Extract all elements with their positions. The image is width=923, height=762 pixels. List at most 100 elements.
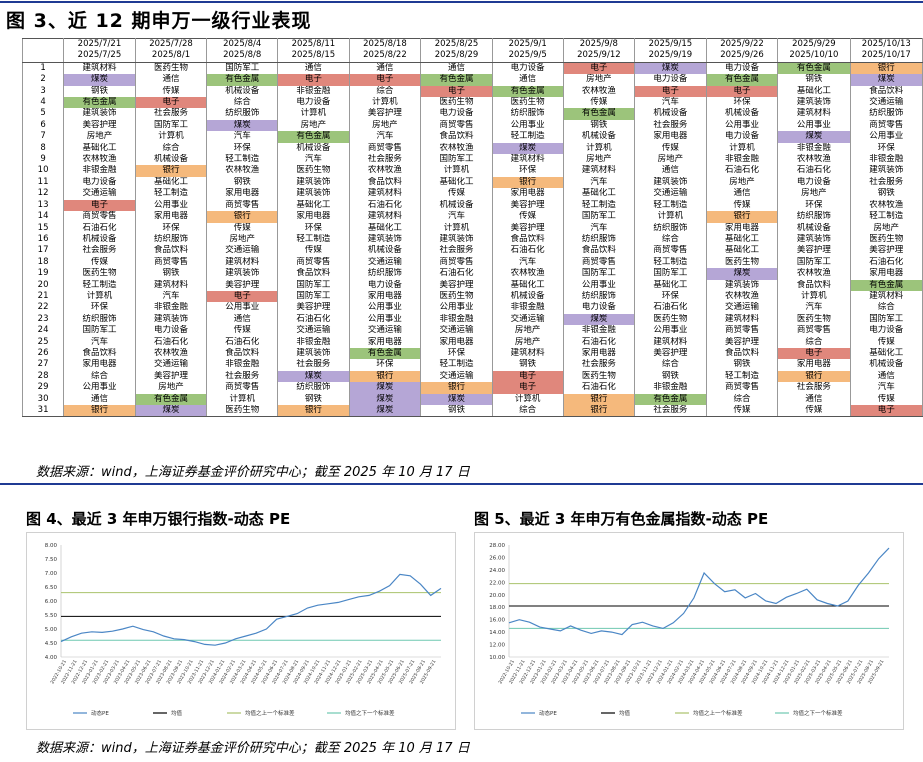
industry-cell: 综合	[849, 302, 923, 314]
column-start-date: 2025/8/18	[348, 38, 422, 51]
industry-cell: 公用事业	[63, 382, 136, 394]
industry-cell: 交通运输	[705, 302, 779, 314]
rank-number: 14	[21, 211, 65, 223]
industry-cell: 煤炭	[348, 393, 422, 405]
industry-cell: 商贸零售	[849, 119, 923, 132]
industry-cell: 石油石化	[562, 382, 636, 394]
industry-cell: 煤炭	[705, 268, 779, 280]
industry-cell: 轻工制造	[849, 211, 923, 223]
rank-number: 28	[21, 370, 65, 383]
industry-cell: 商贸零售	[63, 211, 136, 223]
industry-cell: 房地产	[206, 233, 279, 246]
industry-cell: 商贸零售	[277, 256, 350, 269]
rank-number: 23	[21, 313, 65, 326]
industry-cell: 计算机	[562, 142, 636, 155]
table-row: 19 医药生物 钢铁 建筑装饰 食品饮料 纺织服饰 石油石化 农林牧渔 国防军工 国防军工 煤炭 农林…	[21, 268, 923, 280]
industry-cell: 石油石化	[134, 336, 208, 348]
header-rank-blank	[21, 38, 65, 51]
industry-cell: 美容护理	[491, 199, 564, 212]
industry-cell: 轻工制造	[206, 154, 279, 166]
y-tick-label: 5.50	[45, 613, 58, 619]
industry-cell: 综合	[777, 336, 851, 348]
industry-cell: 建筑装饰	[777, 233, 851, 246]
industry-cell: 计算机	[348, 97, 422, 109]
column-end-date: 2025/8/22	[348, 50, 422, 63]
table-row: 30 通信 有色金属 计算机 钢铁 煤炭 煤炭 计算机 银行 有色金属 综合 通信 传媒	[21, 393, 923, 405]
table-row: 12 交通运输 轻工制造 家用电器 建筑装饰 建筑材料 传媒 家用电器 基础化工 交通运输 通信 房地…	[21, 188, 923, 200]
industry-cell: 医药生物	[634, 313, 707, 326]
industry-cell: 计算机	[206, 393, 279, 405]
industry-cell: 传媒	[277, 245, 350, 257]
industry-cell: 美容护理	[705, 336, 779, 348]
industry-cell: 基础化工	[277, 199, 350, 212]
industry-cell: 银行	[562, 405, 636, 418]
industry-cell: 医药生物	[277, 165, 350, 177]
industry-cell: 纺织服饰	[562, 233, 636, 246]
rank-number: 29	[21, 382, 65, 394]
industry-cell: 机械设备	[849, 359, 923, 371]
industry-cell: 通信	[777, 393, 851, 405]
industry-cell: 商贸零售	[206, 199, 279, 212]
industry-cell: 通信	[206, 313, 279, 326]
industry-cell: 食品饮料	[420, 131, 493, 143]
industry-cell: 公用事业	[849, 131, 923, 143]
industry-cell: 纺织服饰	[348, 268, 422, 280]
table-row: 2 煤炭 通信 有色金属 电子 电子 有色金属 通信 房地产 电力设备 有色金属 钢铁 煤炭	[21, 74, 923, 86]
industry-cell: 纺织服饰	[63, 313, 136, 326]
y-tick-label: 5.00	[45, 627, 58, 633]
industry-cell: 钢铁	[562, 119, 636, 132]
rank-number: 7	[21, 131, 65, 143]
industry-cell: 商贸零售	[705, 325, 779, 337]
industry-cell: 交通运输	[348, 256, 422, 269]
industry-cell: 房地产	[777, 188, 851, 200]
legend-label: 均值之上一个标准差	[693, 709, 743, 717]
industry-cell: 商贸零售	[134, 256, 208, 269]
industry-cell: 社会服务	[634, 405, 707, 418]
industry-cell: 有色金属	[562, 108, 636, 120]
industry-cell: 食品饮料	[777, 279, 851, 291]
industry-cell: 房地产	[705, 176, 779, 189]
industry-cell: 汽车	[277, 154, 350, 166]
industry-cell: 有色金属	[777, 62, 851, 75]
table-row: 25 汽车 石油石化 石油石化 非银金融 家用电器 家用电器 房地产 石油石化 建筑材料 美容护理综…	[21, 336, 923, 348]
column-start-date: 2025/9/1	[491, 38, 564, 51]
figure4-chart: 8.00 7.50 7.00 6.50 6.00 5.50 5.00 4.50 4.00 2022…	[26, 532, 456, 730]
industry-cell: 有色金属	[63, 97, 136, 109]
industry-cell: 银行	[420, 382, 493, 394]
industry-cell: 国防军工	[634, 268, 707, 280]
industry-cell: 汽车	[634, 97, 707, 109]
industry-cell: 有色金属	[277, 131, 350, 143]
industry-cell: 轻工制造	[562, 199, 636, 212]
industry-cell: 综合	[63, 370, 136, 383]
y-tick-label: 4.00	[45, 655, 58, 661]
industry-cell: 社会服务	[348, 154, 422, 166]
rank-number: 4	[21, 97, 65, 109]
industry-cell: 综合	[206, 97, 279, 109]
industry-cell: 机械设备	[348, 245, 422, 257]
industry-cell: 煤炭	[277, 370, 350, 383]
column-end-date: 2025/9/19	[634, 50, 707, 63]
industry-cell: 纺织服饰	[206, 108, 279, 120]
industry-cell: 农林牧渔	[849, 199, 923, 212]
industry-cell: 家用电器	[562, 347, 636, 360]
industry-cell: 石油石化	[562, 336, 636, 348]
industry-cell: 传媒	[63, 256, 136, 269]
column-start-date: 2025/9/22	[705, 38, 779, 51]
rank-number: 2	[21, 74, 65, 86]
industry-cell: 钢铁	[277, 393, 350, 405]
industry-cell: 钢铁	[705, 359, 779, 371]
industry-cell: 商贸零售	[705, 382, 779, 394]
table-row: 14 商贸零售 家用电器 银行 家用电器 建筑材料 汽车 传媒 国防军工 计算机 银行 纺织服饰 轻工制…	[21, 211, 923, 223]
industry-cell: 美容护理	[777, 245, 851, 257]
industry-cell: 钢铁	[634, 370, 707, 383]
rank-number: 20	[21, 279, 65, 291]
industry-cell: 建筑材料	[705, 313, 779, 326]
industry-cell: 交通运输	[348, 325, 422, 337]
table-header-start-dates: 2025/7/21 2025/7/28 2025/8/4 2025/8/11 2025/…	[21, 38, 923, 51]
industry-cell: 电力设备	[777, 176, 851, 189]
industry-cell: 建筑材料	[491, 154, 564, 166]
industry-cell: 银行	[206, 211, 279, 223]
industry-cell: 纺织服饰	[134, 233, 208, 246]
rank-number: 18	[21, 256, 65, 269]
industry-cell: 计算机	[420, 222, 493, 234]
